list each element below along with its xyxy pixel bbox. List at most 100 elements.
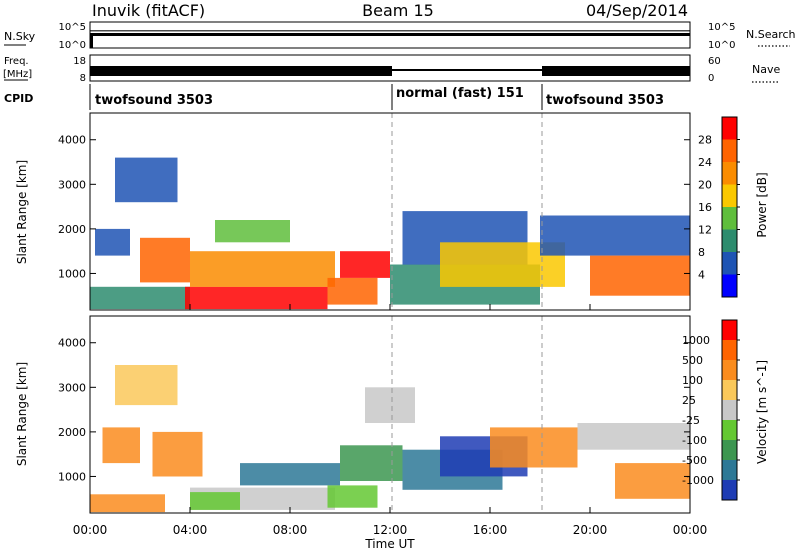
station-title: Inuvik (fitACF) [92, 1, 205, 20]
velocity-echo-region-2 [102, 427, 140, 464]
velocity-colorbar-tick-label: 1000 [682, 334, 710, 347]
velocity-y-axis: 1000 2000 3000 4000 [58, 337, 690, 483]
velocity-colorbar-swatch [722, 480, 737, 500]
velocity-colorbar-swatch [722, 320, 737, 340]
x-tick-label: 08:00 [273, 523, 308, 537]
velocity-echo-region-3 [115, 365, 178, 406]
freq-panel: Freq. [MHz] 18 8 60 0 Nave [3, 54, 780, 84]
x-tick-label: 20:00 [573, 523, 608, 537]
velocity-y-tick-label: 3000 [58, 381, 86, 394]
velocity-colorbar-tick-label: -100 [682, 434, 707, 447]
velocity-echo-region-14 [577, 423, 690, 450]
velocity-echo-region-10 [365, 387, 415, 423]
velocity-colorbar-swatch [722, 340, 737, 360]
velocity-echo-region-1 [90, 494, 165, 513]
x-tick-label: 16:00 [473, 523, 508, 537]
power-y-label: Slant Range [km] [15, 160, 29, 264]
cpid-row: CPID twofsound 3503 normal (fast) 151 tw… [4, 84, 664, 110]
power-y-axis: 1000 2000 3000 4000 [58, 134, 690, 280]
cpid-segment-1: twofsound 3503 [95, 93, 213, 108]
velocity-colorbar-tick-label: 100 [682, 374, 703, 387]
freq-tick-bottom: 8 [80, 73, 86, 84]
nsearch-tick-bottom: 10^0 [708, 40, 735, 51]
power-y-tick-label: 1000 [58, 267, 86, 280]
velocity-colorbar-swatch [722, 460, 737, 480]
velocity-y-tick-label: 4000 [58, 337, 86, 350]
velocity-colorbar-tick-label: -1000 [682, 474, 714, 487]
cpid-segment-2: normal (fast) 151 [396, 86, 524, 101]
velocity-echo-region-13 [490, 427, 578, 468]
power-colorbar-tick-label: 20 [698, 179, 712, 192]
velocity-y-tick-label: 1000 [58, 470, 86, 483]
power-echo-region-6 [190, 251, 335, 287]
power-echo-region-4 [140, 237, 190, 283]
velocity-colorbar-swatch [722, 400, 737, 420]
velocity-colorbar-swatch [722, 420, 737, 440]
power-colorbar-label: Power [dB] [755, 172, 769, 237]
x-axis-label: Time UT [364, 537, 415, 551]
power-echo-region-5 [185, 286, 328, 310]
power-panel: 1000 2000 3000 4000 Slant Range [km] 4 8 12 16… [15, 112, 769, 311]
power-colorbar-tick-label: 16 [698, 201, 712, 214]
velocity-colorbar-tick-label: -25 [682, 414, 700, 427]
power-y-tick-label: 3000 [58, 178, 86, 191]
cpid-segment-3: twofsound 3503 [546, 93, 664, 108]
power-colorbar-swatch [722, 184, 737, 207]
velocity-y-label: Slant Range [km] [15, 362, 29, 466]
date-title: 04/Sep/2014 [586, 1, 688, 20]
velocity-colorbar-swatch [722, 360, 737, 380]
power-echo-region-14 [590, 255, 690, 296]
power-echo-region-9 [340, 251, 390, 278]
freq-label: Freq. [4, 56, 29, 67]
velocity-echo-region-6 [190, 492, 240, 510]
power-colorbar-tick-label: 8 [698, 246, 705, 259]
velocity-colorbar-swatch [722, 440, 737, 460]
power-echo-region-1 [90, 286, 190, 310]
power-colorbar-swatch [722, 252, 737, 275]
beam-title: Beam 15 [362, 1, 434, 20]
power-colorbar-tick-label: 4 [698, 269, 705, 282]
nsky-panel: N.Sky 10^5 10^0 10^5 10^0 N.Search [4, 21, 796, 51]
nsky-label: N.Sky [4, 30, 36, 43]
nsearch-tick-top: 10^5 [708, 22, 735, 33]
velocity-colorbar-swatch [722, 380, 737, 400]
power-colorbar: 4 8 12 16 20 24 28 [698, 116, 740, 298]
velocity-echo-region-9 [340, 445, 403, 481]
freq-tick-top: 18 [73, 56, 86, 67]
x-tick-label: 00:00 [673, 523, 708, 537]
velocity-panel: 1000 2000 3000 4000 Slant Range [km] 1000 50… [15, 304, 769, 551]
power-y-tick-label: 2000 [58, 223, 86, 236]
x-tick-label: 04:00 [173, 523, 208, 537]
velocity-echo-regions [90, 365, 690, 513]
power-colorbar-swatch [722, 207, 737, 230]
velocity-echo-region-8 [327, 485, 378, 508]
freq-unit: [MHz] [3, 69, 32, 80]
velocity-y-tick-label: 2000 [58, 426, 86, 439]
power-echo-region-7 [215, 220, 290, 243]
velocity-colorbar-tick-label: 25 [682, 394, 696, 407]
time-x-axis: 00:00 04:00 08:00 12:00 16:00 20:00 00:00 [73, 304, 708, 537]
velocity-echo-region-4 [152, 431, 203, 477]
nave-tick-bottom: 0 [708, 73, 714, 84]
power-echo-region-13 [540, 215, 690, 256]
x-tick-label: 12:00 [373, 523, 408, 537]
velocity-colorbar: 1000 500 100 25 -25 -100 -500 -1000 [682, 319, 740, 501]
power-echo-region-2 [95, 228, 130, 256]
power-y-tick-label: 4000 [58, 134, 86, 147]
power-colorbar-swatch [722, 274, 737, 297]
power-colorbar-tick-label: 24 [698, 156, 712, 169]
power-echo-region-3 [115, 157, 178, 203]
nave-label: Nave [752, 63, 780, 76]
power-echo-region-8 [327, 277, 378, 305]
power-colorbar-swatch [722, 139, 737, 162]
power-colorbar-swatch [722, 229, 737, 252]
power-colorbar-swatch [722, 162, 737, 185]
velocity-colorbar-label: Velocity [m s^-1] [755, 360, 769, 464]
velocity-colorbar-tick-label: -500 [682, 454, 707, 467]
nave-tick-top: 60 [708, 56, 721, 67]
velocity-echo-region-7 [240, 463, 340, 486]
power-colorbar-swatch [722, 117, 737, 140]
nsky-tick-bottom: 10^0 [59, 40, 86, 51]
nsearch-label: N.Search [746, 28, 796, 41]
